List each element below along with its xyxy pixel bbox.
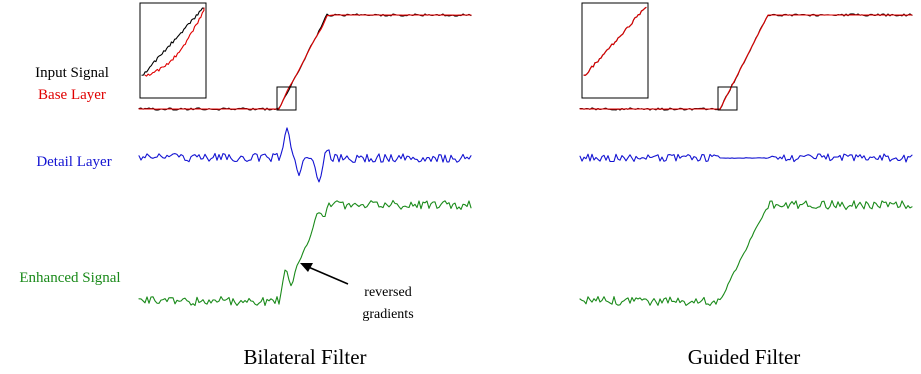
label-enhanced-signal: Enhanced Signal	[19, 270, 120, 286]
label-input-signal: Input Signal	[35, 65, 109, 81]
bilateral-zoom-inset	[139, 2, 207, 99]
bilateral-zoom-marker	[276, 86, 297, 111]
annotation-arrowhead	[300, 263, 313, 272]
guided-panel: Guided Filter	[579, 2, 913, 369]
guided-detail-trace	[579, 153, 913, 163]
annotation-reversed: reversed	[364, 285, 411, 300]
annotation-arrow-shaft	[305, 265, 349, 285]
guided-zoom-inset	[581, 2, 649, 99]
guided-input-trace	[579, 13, 913, 111]
label-detail-layer: Detail Layer	[36, 154, 111, 170]
guided-base-trace	[579, 14, 913, 110]
bilateral-panel: reversed gradients Bilateral Filter	[138, 2, 472, 369]
guided-inset-base-trace	[583, 6, 647, 76]
bilateral-input-trace	[138, 13, 472, 111]
bilateral-caption: Bilateral Filter	[243, 345, 366, 369]
bilateral-inset-base-trace	[144, 7, 205, 77]
bilateral-detail-trace	[138, 127, 472, 183]
label-base-layer: Base Layer	[38, 87, 106, 103]
bilateral-inset-input-trace	[141, 7, 205, 76]
bilateral-enhanced-trace	[138, 199, 472, 307]
guided-zoom-marker	[717, 86, 738, 111]
guided-enhanced-trace	[579, 200, 913, 307]
annotation-gradients: gradients	[362, 307, 413, 322]
guided-caption: Guided Filter	[688, 345, 801, 369]
bilateral-base-trace	[138, 14, 472, 110]
